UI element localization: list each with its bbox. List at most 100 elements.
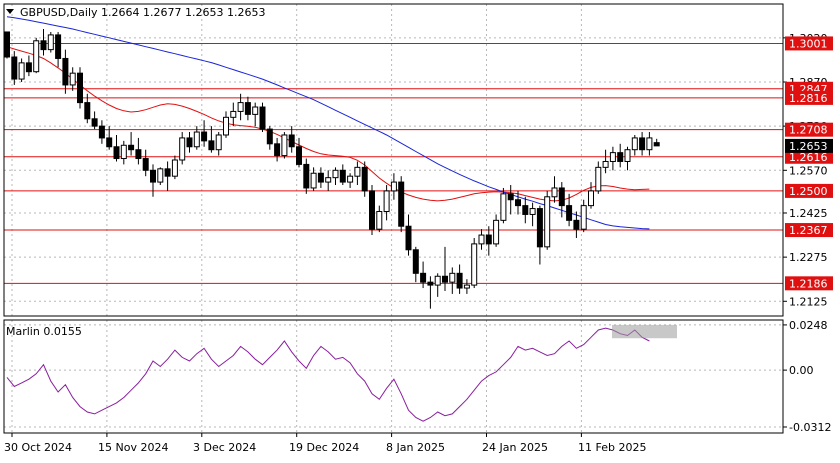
level-label: 1.2367: [789, 224, 828, 237]
candle-body: [383, 190, 390, 213]
moving-averages-layer: [6, 16, 650, 230]
symbol-label: GBPUSD,Daily: [20, 6, 98, 19]
candle-body: [522, 205, 529, 215]
candle-body: [98, 125, 105, 139]
candle-body: [390, 181, 397, 192]
candle-body: [120, 144, 127, 160]
candle-body: [500, 193, 507, 221]
candle-body: [609, 152, 616, 162]
candle-body: [303, 163, 310, 189]
candle-body: [317, 172, 324, 183]
oscillator-layer: [6, 324, 677, 422]
candle-body: [150, 169, 156, 183]
candle-body: [412, 249, 419, 274]
candle-body: [449, 272, 456, 283]
candle-body: [18, 62, 25, 80]
candle-body: [507, 193, 514, 201]
level-lines-layer: [4, 42, 783, 284]
x-tick-label: 11 Feb 2025: [578, 441, 646, 454]
level-label-bg: [785, 149, 833, 164]
candle-body: [376, 211, 383, 230]
level-label: 1.2816: [789, 92, 828, 105]
candle-body: [544, 196, 551, 248]
marlin-highlight-zone: [612, 324, 677, 339]
level-label: 1.2500: [789, 185, 828, 198]
candle-body: [179, 137, 186, 161]
x-tick-label: 24 Jan 2025: [482, 441, 548, 454]
x-tick-label: 15 Nov 2024: [98, 441, 168, 454]
candle-body: [237, 102, 244, 112]
candle-body: [434, 275, 441, 286]
candle-body: [347, 175, 354, 183]
candle-body: [208, 140, 215, 151]
level-label: 1.3001: [789, 37, 828, 50]
candle-body: [332, 169, 339, 179]
candle-body: [33, 40, 40, 73]
level-label-bg: [785, 90, 833, 105]
marlin-line: [6, 327, 650, 422]
candle-body: [310, 172, 317, 189]
candle-body: [361, 166, 368, 192]
x-tick-label: 19 Dec 2024: [289, 441, 359, 454]
candle-body: [602, 160, 609, 168]
ma-blue-line: [6, 16, 650, 230]
candle-body: [325, 177, 332, 183]
indicator-label: Marlin 0.0155: [6, 325, 82, 338]
level-label: 1.2616: [789, 151, 828, 164]
candle-body: [296, 146, 302, 165]
candle-body: [40, 40, 47, 51]
dropdown-triangle-icon[interactable]: [6, 9, 14, 14]
indicator-tick-label: 0.00: [789, 364, 814, 377]
candle-body: [427, 281, 434, 286]
candle-body: [55, 34, 62, 59]
candle-body: [171, 159, 178, 177]
chart-header: GBPUSD,Daily 1.2664 1.2677 1.2653 1.2653: [6, 6, 265, 19]
candle-body: [288, 134, 295, 148]
candle-body: [11, 56, 18, 80]
current-price-label: 1.2653: [789, 140, 828, 153]
price-labels-layer: 1.30011.28471.28161.27081.26161.25001.23…: [785, 36, 833, 291]
candle-body: [77, 72, 83, 104]
level-label: 1.2708: [789, 124, 828, 137]
candle-body: [4, 31, 10, 58]
candle-body: [259, 106, 266, 130]
y-tick-label: 1.2425: [789, 207, 828, 220]
candle-body: [62, 57, 69, 86]
candle-body: [157, 168, 164, 183]
candle-body: [142, 158, 149, 171]
candle-body: [420, 272, 427, 283]
candle-body: [493, 219, 500, 245]
y-tick-label: 1.2275: [789, 251, 828, 264]
candle-body: [25, 62, 32, 73]
candle-body: [69, 72, 76, 86]
level-label: 1.2186: [789, 277, 828, 290]
ohlc-readout: 1.2664 1.2677 1.2653 1.2653: [101, 6, 265, 19]
x-tick-label: 30 Oct 2024: [4, 441, 72, 454]
candle-body: [369, 190, 375, 230]
candle-body: [566, 205, 573, 221]
candle-body: [617, 152, 624, 162]
candle-body: [646, 137, 653, 151]
candle-body: [91, 118, 98, 127]
candle-body: [252, 106, 259, 115]
candle-body: [471, 243, 478, 286]
level-label-bg: [785, 223, 833, 238]
candle-body: [164, 168, 171, 177]
candle-body: [106, 137, 113, 148]
candle-body: [339, 169, 346, 183]
candle-body: [405, 225, 412, 251]
current-price-bg: [785, 138, 833, 153]
candle-body: [113, 146, 120, 160]
candle-body: [84, 102, 91, 120]
x-tick-label: 3 Dec 2024: [193, 441, 256, 454]
candle-body: [135, 149, 142, 160]
candle-body: [595, 166, 602, 192]
candle-body: [456, 272, 463, 289]
candle-body: [266, 128, 273, 145]
candle-body: [244, 102, 251, 115]
candle-body: [653, 142, 660, 147]
candle-body: [551, 187, 558, 198]
